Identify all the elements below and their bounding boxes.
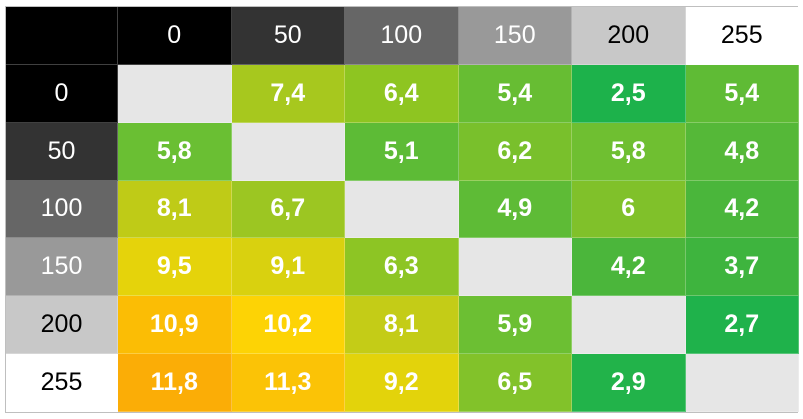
corner-cell — [6, 7, 118, 65]
heatmap-cell: 5,1 — [345, 122, 459, 181]
diagonal-cell — [345, 180, 459, 239]
diagonal-cell — [231, 122, 345, 181]
heatmap-cell: 2,7 — [685, 296, 799, 355]
heatmap-cell: 6,3 — [345, 238, 459, 297]
row-header: 100 — [6, 180, 118, 239]
heatmap-cell: 6 — [572, 180, 686, 239]
heatmap-cell: 10,2 — [231, 296, 345, 355]
heatmap-cell: 9,1 — [231, 238, 345, 297]
heatmap-cell: 2,9 — [572, 354, 686, 412]
row-header: 150 — [6, 238, 118, 297]
heatmap-cell: 7,4 — [231, 64, 345, 123]
heatmap-cell: 11,8 — [118, 354, 232, 412]
row-header: 50 — [6, 122, 118, 181]
heatmap-cell: 6,2 — [458, 122, 572, 181]
column-header: 200 — [572, 7, 686, 65]
heatmap-cell: 9,2 — [345, 354, 459, 412]
heatmap-cell: 3,7 — [685, 238, 799, 297]
heatmap-cell: 6,4 — [345, 64, 459, 123]
diagonal-cell — [118, 64, 232, 123]
heatmap-cell: 5,8 — [118, 122, 232, 181]
heatmap-cell: 8,1 — [345, 296, 459, 355]
heatmap-cell: 5,9 — [458, 296, 572, 355]
column-header: 150 — [458, 7, 572, 65]
heatmap-cell: 5,4 — [458, 64, 572, 123]
row-header: 200 — [6, 296, 118, 355]
heatmap-cell: 5,4 — [685, 64, 799, 123]
heatmap-grid: 0 50 100 150 200 255 0 7,4 6,4 5,4 2,5 5,4 50 5,8 5,1 6… — [5, 6, 799, 413]
heatmap-cell: 9,5 — [118, 238, 232, 297]
diagonal-cell — [685, 354, 799, 412]
heatmap-cell: 6,7 — [231, 180, 345, 239]
heatmap-cell: 6,5 — [458, 354, 572, 412]
heatmap-cell: 10,9 — [118, 296, 232, 355]
heatmap-cell: 11,3 — [231, 354, 345, 412]
heatmap-cell: 8,1 — [118, 180, 232, 239]
heatmap-cell: 4,9 — [458, 180, 572, 239]
row-header: 0 — [6, 64, 118, 123]
diagonal-cell — [572, 296, 686, 355]
heatmap-cell: 5,8 — [572, 122, 686, 181]
heatmap-cell: 4,2 — [685, 180, 799, 239]
row-header: 255 — [6, 354, 118, 412]
column-header: 0 — [118, 7, 232, 65]
column-header: 100 — [345, 7, 459, 65]
heatmap-cell: 4,2 — [572, 238, 686, 297]
column-header: 255 — [685, 7, 799, 65]
column-header: 50 — [231, 7, 345, 65]
heatmap-cell: 4,8 — [685, 122, 799, 181]
heatmap-cell: 2,5 — [572, 64, 686, 123]
diagonal-cell — [458, 238, 572, 297]
